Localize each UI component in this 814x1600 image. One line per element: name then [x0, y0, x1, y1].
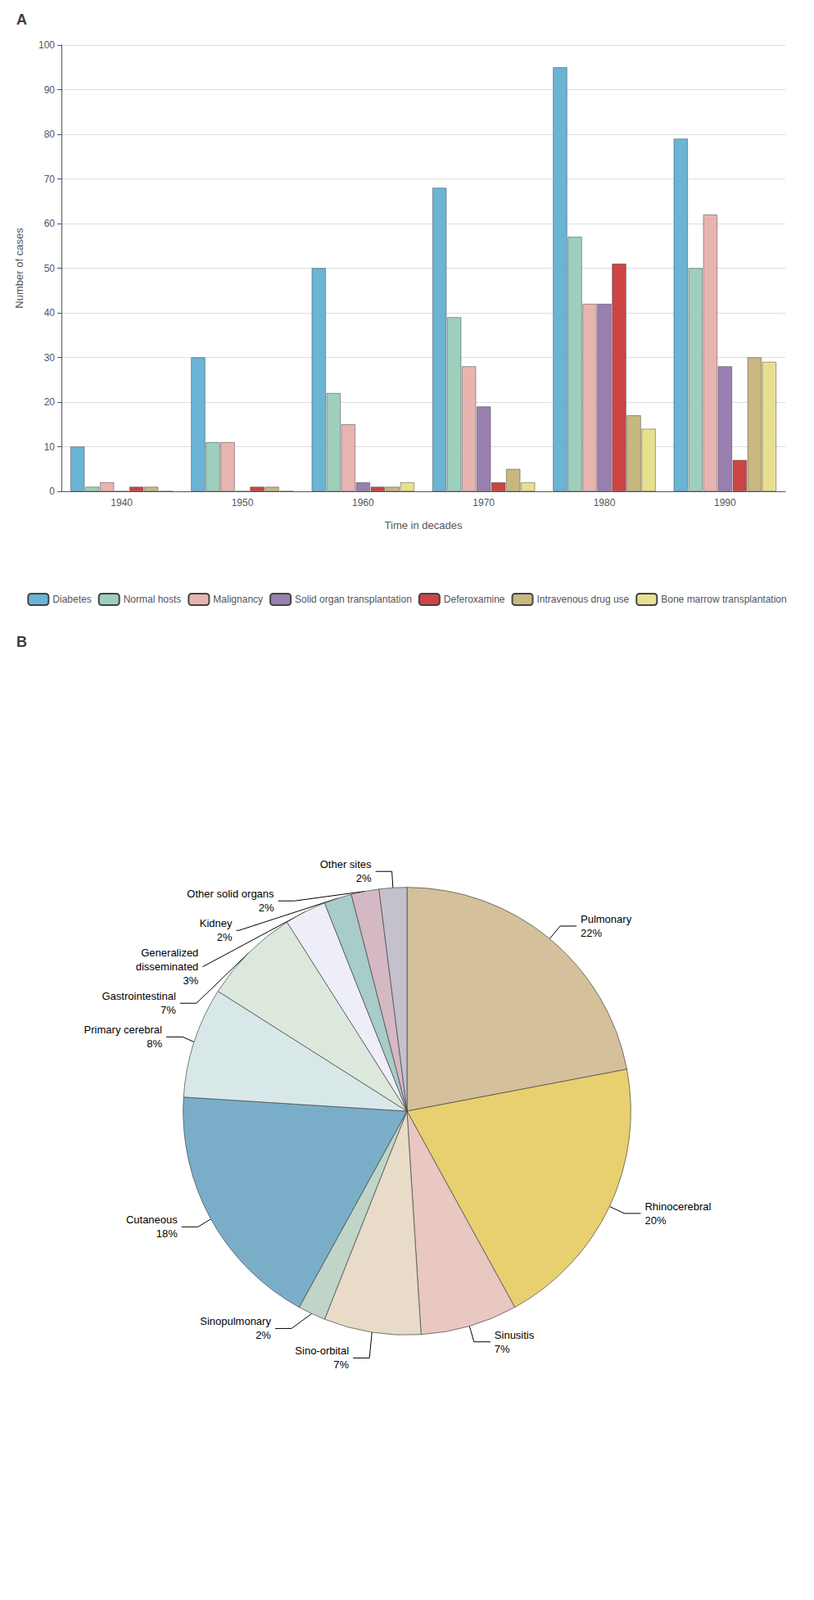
svg-text:Bone marrow transplantation: Bone marrow transplantation — [660, 593, 787, 606]
svg-text:Other sites: Other sites — [320, 858, 372, 871]
svg-text:80: 80 — [44, 128, 56, 141]
svg-text:Solid organ transplantation: Solid organ transplantation — [294, 593, 412, 606]
svg-text:7%: 7% — [160, 1003, 177, 1017]
svg-text:Other solid organs: Other solid organs — [186, 887, 275, 900]
svg-text:Generalized: Generalized — [140, 946, 199, 959]
svg-text:Kidney: Kidney — [199, 917, 233, 930]
svg-text:Malignancy: Malignancy — [212, 593, 263, 606]
svg-text:8%: 8% — [146, 1037, 163, 1050]
svg-text:Diabetes: Diabetes — [52, 593, 91, 606]
svg-text:2%: 2% — [356, 872, 372, 885]
svg-text:Primary cerebral: Primary cerebral — [84, 1023, 163, 1036]
svg-text:1990: 1990 — [714, 497, 737, 509]
svg-text:10: 10 — [44, 441, 56, 453]
svg-text:1980: 1980 — [593, 497, 616, 509]
svg-text:Sinopulmonary: Sinopulmonary — [199, 1315, 272, 1328]
svg-text:A: A — [16, 11, 28, 28]
svg-text:7%: 7% — [333, 1358, 349, 1371]
svg-text:Sinusitis: Sinusitis — [494, 1329, 535, 1342]
svg-text:disseminated: disseminated — [135, 960, 199, 973]
svg-text:1940: 1940 — [110, 497, 133, 509]
svg-text:90: 90 — [44, 84, 56, 96]
svg-text:Gastrointestinal: Gastrointestinal — [102, 990, 177, 1003]
svg-text:Intravenous drug use: Intravenous drug use — [537, 593, 630, 606]
svg-text:Pulmonary: Pulmonary — [580, 913, 633, 926]
svg-text:Time in decades: Time in decades — [384, 519, 463, 532]
svg-text:2%: 2% — [217, 931, 233, 944]
svg-text:0: 0 — [49, 485, 55, 498]
svg-text:100: 100 — [38, 39, 55, 51]
svg-text:7%: 7% — [494, 1343, 511, 1356]
svg-text:22%: 22% — [580, 927, 602, 940]
svg-text:Normal hosts: Normal hosts — [123, 593, 182, 606]
svg-text:70: 70 — [44, 173, 56, 186]
svg-text:20: 20 — [44, 396, 56, 408]
svg-text:18%: 18% — [156, 1227, 178, 1240]
svg-text:B: B — [16, 633, 28, 651]
svg-text:1950: 1950 — [231, 497, 254, 509]
svg-text:60: 60 — [44, 217, 56, 230]
svg-text:1970: 1970 — [472, 497, 495, 509]
svg-text:40: 40 — [44, 307, 56, 319]
svg-text:3%: 3% — [183, 974, 199, 987]
svg-text:Sino-orbital: Sino-orbital — [294, 1344, 349, 1357]
svg-text:Number of cases: Number of cases — [13, 227, 26, 309]
svg-text:30: 30 — [44, 352, 56, 364]
svg-text:Cutaneous: Cutaneous — [126, 1213, 178, 1226]
svg-text:2%: 2% — [255, 1329, 272, 1342]
svg-text:50: 50 — [44, 262, 56, 275]
svg-text:Rhinocerebral: Rhinocerebral — [644, 1200, 711, 1213]
svg-text:1960: 1960 — [352, 497, 375, 509]
svg-text:Deferoxamine: Deferoxamine — [443, 593, 506, 606]
svg-text:20%: 20% — [644, 1214, 666, 1227]
svg-text:2%: 2% — [258, 901, 275, 914]
